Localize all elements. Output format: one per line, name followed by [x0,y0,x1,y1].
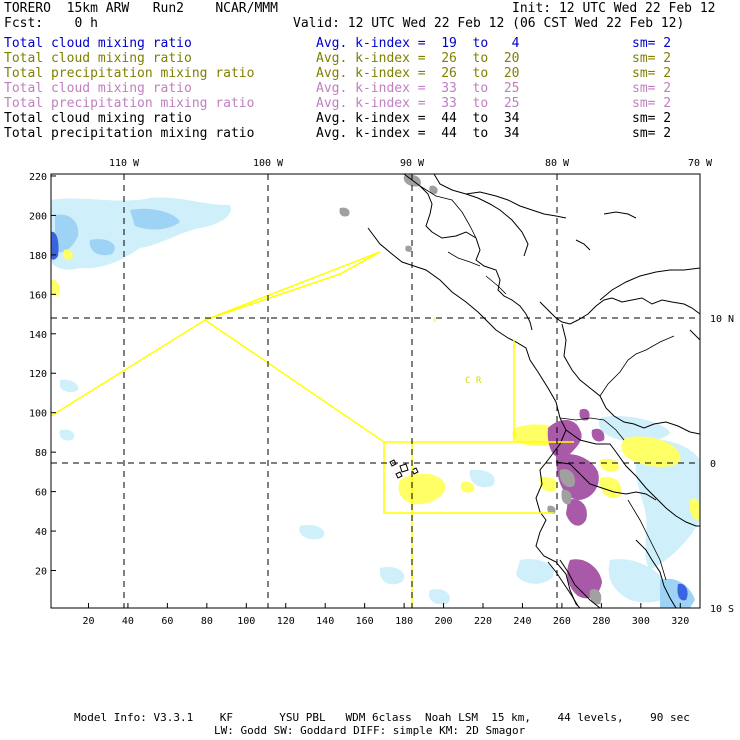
lat-lon-grid [51,174,700,608]
top-longitude-label: 90 W [400,158,425,169]
bottom-tick-label: 180 [395,616,413,627]
bottom-tick-label: 220 [474,616,492,627]
galapagos-islands [389,459,419,479]
model-info: Model Info: V3.3.1 KF YSU PBL WDM 6class… [74,711,690,724]
model-info-physics: LW: Godd SW: Goddard DIFF: simple KM: 2D… [214,724,526,737]
top-longitude-labels: 110 W 100 W 90 W 80 W 70 W [109,158,713,169]
legend-kindex-3: Avg. k-index = 26 to 20 [316,66,520,81]
legend-kindex-7: Avg. k-index = 44 to 34 [316,126,520,141]
legend-field-4: Total cloud mixing ratio [4,81,192,96]
bottom-tick-label: 260 [553,616,571,627]
legend-sm-1: sm= 2 [632,36,672,51]
left-axis: 20 40 60 80 100 120 140 160 180 200 220 [29,172,56,578]
region-label: C R [465,376,482,386]
map-fields [51,174,700,608]
legend-sm-7: sm= 2 [632,126,672,141]
bottom-tick-label: 320 [671,616,689,627]
top-longitude-label: 100 W [253,158,284,169]
legend-kindex-6: Avg. k-index = 44 to 34 [316,111,520,126]
top-longitude-label: 110 W [109,158,140,169]
left-tick-label: 140 [29,330,47,341]
bottom-tick-label: 160 [356,616,374,627]
cloud-field-yellow [51,249,700,521]
left-tick-label: 100 [29,409,47,420]
left-tick-label: 220 [29,172,47,183]
left-tick-label: 20 [35,567,47,578]
legend-kindex-2: Avg. k-index = 26 to 20 [316,51,520,66]
bottom-tick-label: 60 [161,616,173,627]
legend-kindex-5: Avg. k-index = 33 to 25 [316,96,520,111]
left-tick-label: 40 [35,527,47,538]
right-latitude-label: 10 S [710,604,734,615]
forecast-hour: Fcst: 0 h [4,16,98,31]
left-tick-label: 80 [35,448,47,459]
legend-kindex-4: Avg. k-index = 33 to 25 [316,81,520,96]
country-borders [419,185,675,581]
right-latitude-label: 0 [710,459,716,470]
legend-sm-5: sm= 2 [632,96,672,111]
legend-sm-2: sm= 2 [632,51,672,66]
legend-sm-3: sm= 2 [632,66,672,81]
cloud-field-mid-blue [55,208,695,608]
legend-field-6: Total cloud mixing ratio [4,111,192,126]
right-latitude-labels: 10 N 0 10 S [710,314,734,615]
legend-field-5: Total precipitation mixing ratio [4,96,255,111]
precip-field-gray [339,174,602,605]
legend-field-2: Total cloud mixing ratio [4,51,192,66]
legend-sm-6: sm= 2 [632,111,672,126]
left-tick-label: 200 [29,211,47,222]
left-tick-label: 120 [29,369,47,380]
map-frame [50,173,701,609]
right-latitude-label: 10 N [710,314,734,325]
bottom-tick-label: 20 [82,616,94,627]
init-time: Init: 12 UTC Wed 22 Feb 12 [512,1,716,16]
bottom-axis: 20 40 60 80 100 120 140 160 180 200 220 240 260 280 30… [82,603,689,627]
left-tick-label: 60 [35,488,47,499]
top-longitude-label: 70 W [688,158,713,169]
cloud-field-dark-blue [51,231,688,601]
top-longitude-label: 80 W [545,158,570,169]
bottom-tick-label: 40 [122,616,134,627]
bottom-tick-label: 140 [316,616,334,627]
model-title: TORERO 15km ARW Run2 NCAR/MMM [4,1,278,16]
left-tick-label: 160 [29,290,47,301]
legend-field-7: Total precipitation mixing ratio [4,126,255,141]
bottom-tick-label: 200 [435,616,453,627]
legend-field-1: Total cloud mixing ratio [4,36,192,51]
legend-field-3: Total precipitation mixing ratio [4,66,255,81]
bottom-tick-label: 300 [632,616,650,627]
legend-sm-4: sm= 2 [632,81,672,96]
bottom-tick-label: 280 [592,616,610,627]
legend-kindex-1: Avg. k-index = 19 to 4 [316,36,520,51]
bottom-tick-label: 80 [201,616,213,627]
bottom-tick-label: 240 [513,616,531,627]
precip-field-purple [547,408,605,599]
coastlines [367,174,700,608]
domain-outlines [51,251,574,608]
bottom-tick-label: 120 [277,616,295,627]
bottom-tick-label: 100 [237,616,255,627]
left-tick-label: 180 [29,251,47,262]
valid-time: Valid: 12 UTC Wed 22 Feb 12 (06 CST Wed … [293,16,685,31]
